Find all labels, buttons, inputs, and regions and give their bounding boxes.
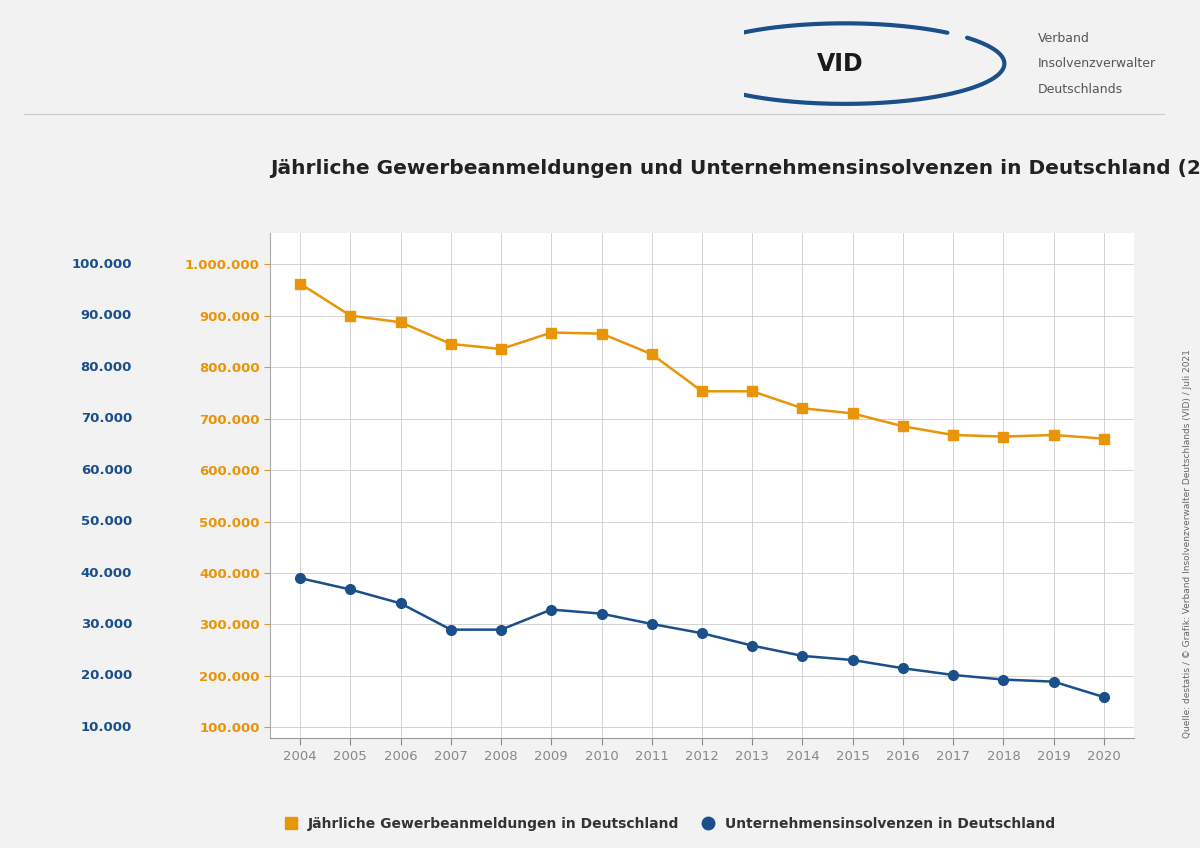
Text: 30.000: 30.000 bbox=[80, 618, 132, 631]
Text: 40.000: 40.000 bbox=[80, 566, 132, 579]
Text: 20.000: 20.000 bbox=[80, 669, 132, 683]
Text: 90.000: 90.000 bbox=[80, 309, 132, 322]
Text: 50.000: 50.000 bbox=[80, 515, 132, 528]
Text: 100.000: 100.000 bbox=[72, 258, 132, 271]
Text: 70.000: 70.000 bbox=[80, 412, 132, 425]
Text: Deutschlands: Deutschlands bbox=[1038, 82, 1123, 96]
Text: VID: VID bbox=[817, 52, 864, 75]
Text: Jährliche Gewerbeanmeldungen und Unternehmensinsolvenzen in Deutschland (2004–20: Jährliche Gewerbeanmeldungen und Unterne… bbox=[270, 159, 1200, 178]
Text: Insolvenzverwalter: Insolvenzverwalter bbox=[1038, 57, 1156, 70]
Legend: Jährliche Gewerbeanmeldungen in Deutschland, Unternehmensinsolvenzen in Deutschl: Jährliche Gewerbeanmeldungen in Deutschl… bbox=[277, 812, 1061, 837]
Text: 60.000: 60.000 bbox=[80, 464, 132, 477]
Text: Quelle: destatis / © Grafik: Verband Insolvenzverwalter Deutschlands (VID) / Jul: Quelle: destatis / © Grafik: Verband Ins… bbox=[1183, 349, 1192, 738]
Text: 10.000: 10.000 bbox=[80, 721, 132, 734]
Text: Verband: Verband bbox=[1038, 31, 1090, 45]
Text: 80.000: 80.000 bbox=[80, 360, 132, 374]
